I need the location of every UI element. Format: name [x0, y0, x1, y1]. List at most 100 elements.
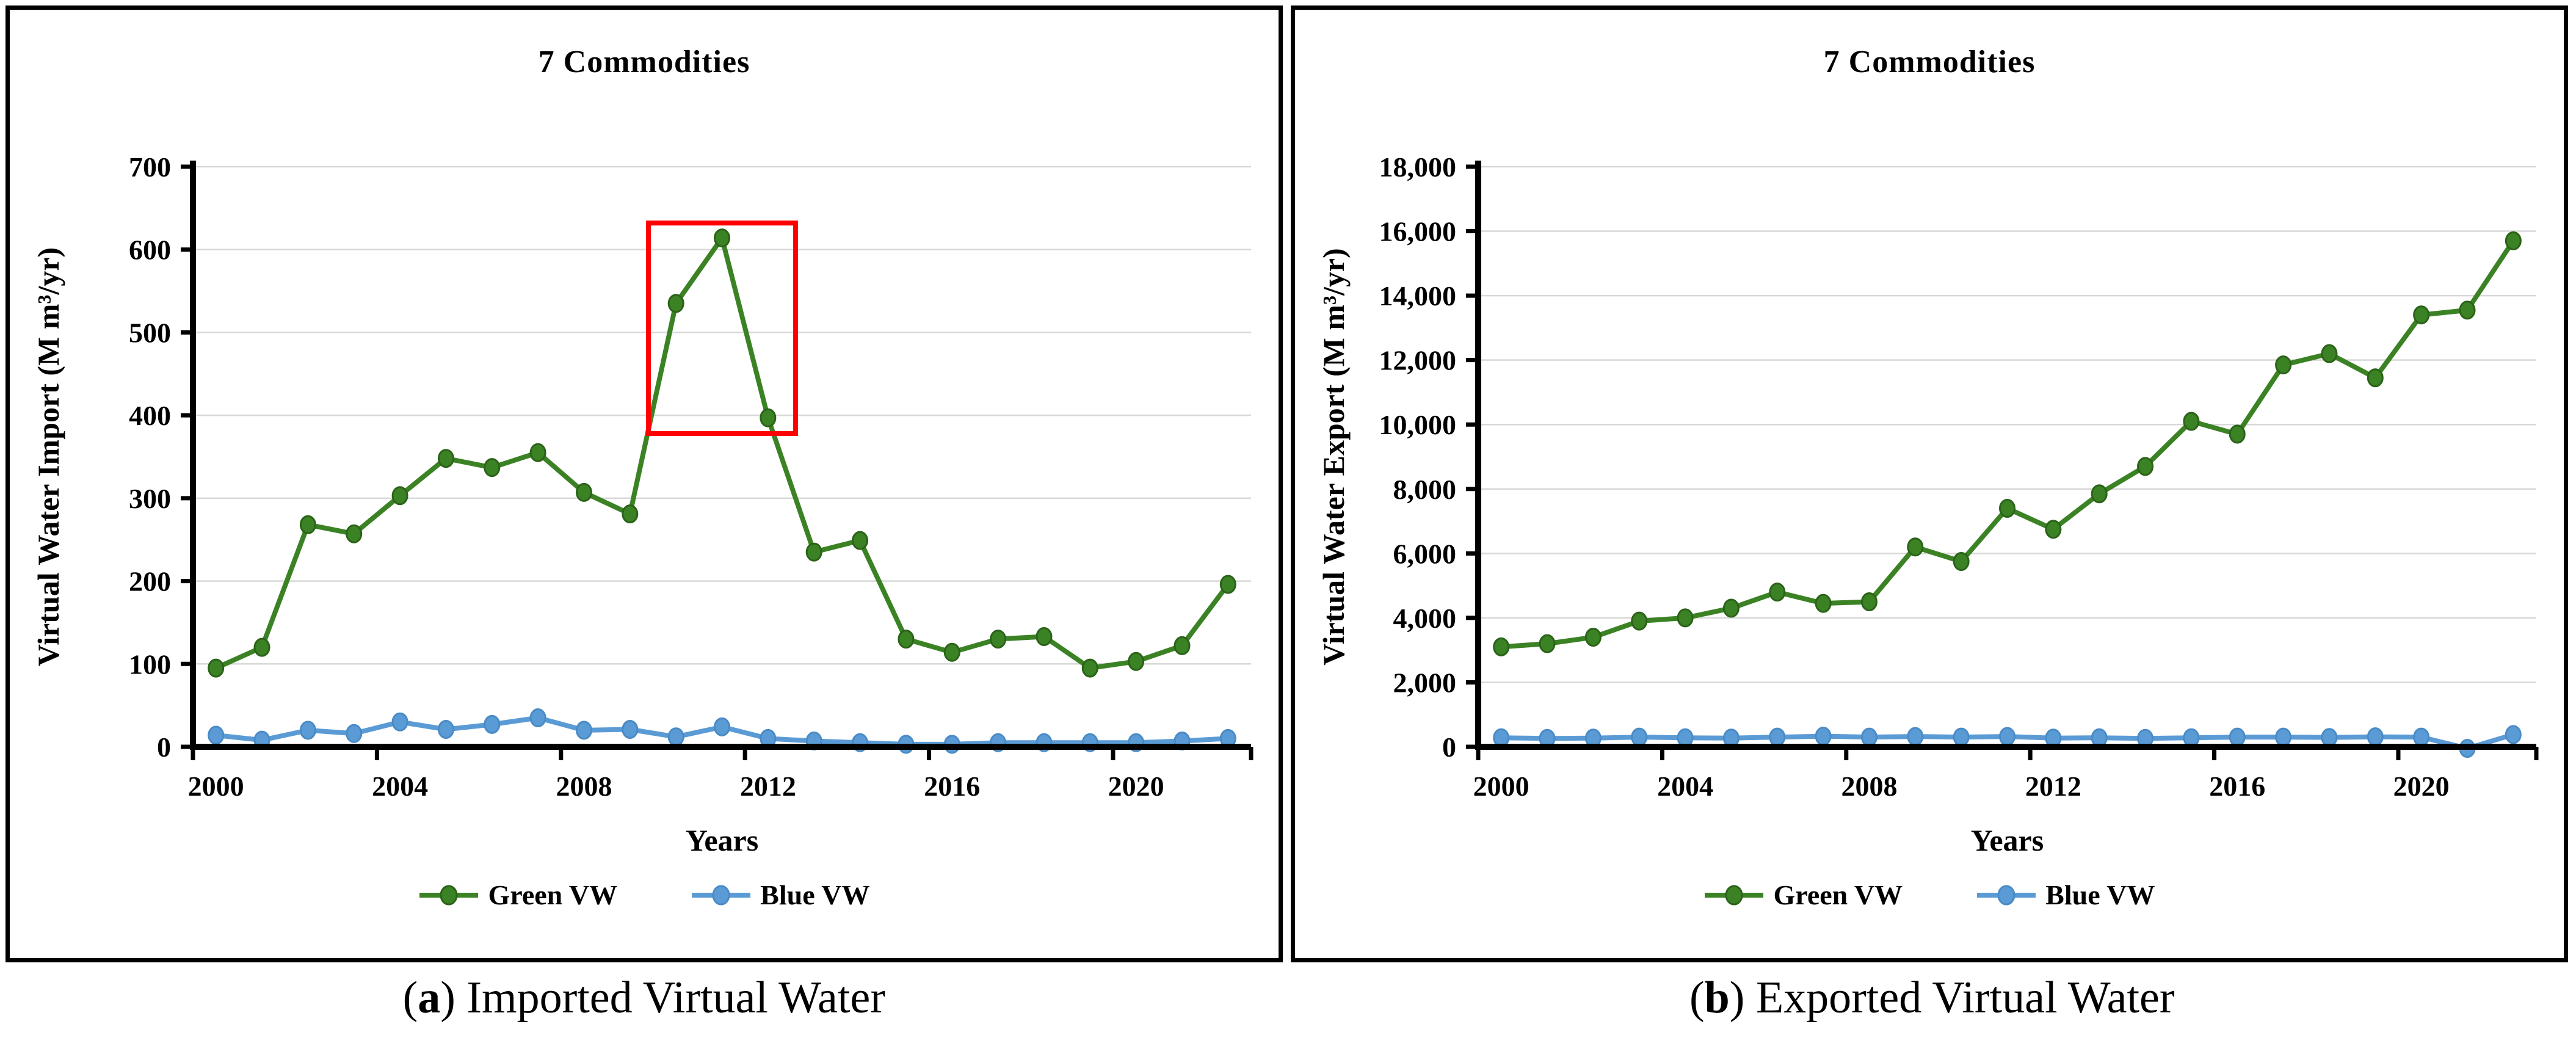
- data-point-green-vw: [1769, 583, 1786, 602]
- series-line-green-vw: [213, 235, 1231, 671]
- data-point-green-vw: [1953, 552, 1970, 572]
- data-point-green-vw: [622, 504, 639, 524]
- y-tick-label: 0: [1442, 732, 1456, 763]
- x-tick-label: 2012: [740, 771, 796, 802]
- caption-a: (a) Imported Virtual Water: [402, 973, 885, 1023]
- y-tick-label: 300: [129, 483, 171, 514]
- data-point-blue-vw: [1999, 727, 2015, 746]
- data-point-blue-vw: [391, 712, 408, 732]
- data-point-blue-vw: [2275, 727, 2292, 747]
- legend-label-blue: Blue VW: [760, 879, 870, 910]
- data-point-blue-vw: [437, 720, 454, 739]
- legend-label-blue: Blue VW: [2045, 879, 2155, 910]
- legend-label-green: Green VW: [1773, 879, 1903, 910]
- data-point-green-vw: [2321, 344, 2338, 363]
- data-point-green-vw: [2367, 368, 2384, 388]
- x-tick-label: 2008: [556, 771, 612, 802]
- data-point-green-vw: [299, 515, 316, 534]
- y-tick-label: 0: [157, 732, 171, 763]
- data-point-green-vw: [529, 443, 546, 462]
- data-point-green-vw: [1999, 498, 2015, 518]
- data-point-green-vw: [2183, 412, 2200, 431]
- legend-item-blue-vw: Blue VW: [691, 879, 870, 911]
- y-tick-label: 14,000: [1379, 280, 1457, 311]
- y-tick-label: 6,000: [1393, 538, 1457, 569]
- chart-title-b: 7 Commodities: [1823, 45, 2036, 79]
- y-axis-label: Virtual Water Export (M m³/yr): [1316, 248, 1351, 665]
- data-point-green-vw: [805, 542, 822, 562]
- x-tick-label: 2004: [372, 771, 428, 802]
- data-point-blue-vw: [208, 725, 225, 745]
- y-axis-label: Virtual Water Import (M m³/yr): [31, 247, 65, 666]
- data-point-green-vw: [1128, 652, 1145, 671]
- data-point-blue-vw: [2367, 727, 2384, 747]
- x-tick-label: 2004: [1657, 771, 1713, 802]
- legend-marker-green-icon: [419, 885, 479, 905]
- data-point-green-vw: [484, 458, 501, 478]
- y-tick-label: 400: [129, 400, 171, 431]
- data-point-green-vw: [575, 482, 592, 502]
- data-point-green-vw: [2275, 355, 2292, 375]
- chart-title-a: 7 Commodities: [538, 45, 750, 79]
- y-tick-label: 10,000: [1379, 409, 1457, 440]
- data-point-blue-vw: [2229, 727, 2246, 747]
- data-point-blue-vw: [1907, 727, 1924, 746]
- data-point-blue-vw: [2321, 728, 2338, 747]
- data-point-green-vw: [1631, 611, 1648, 631]
- y-tick-label: 18,000: [1379, 151, 1457, 183]
- data-point-green-vw: [208, 658, 225, 678]
- data-point-green-vw: [2045, 520, 2062, 539]
- legend-marker-green-icon: [1705, 885, 1764, 905]
- data-point-blue-vw: [346, 724, 363, 743]
- data-point-green-vw: [391, 486, 408, 506]
- data-point-blue-vw: [484, 714, 501, 734]
- data-point-blue-vw: [2413, 727, 2430, 747]
- x-tick-label: 2016: [2209, 771, 2265, 802]
- data-point-green-vw: [760, 408, 777, 427]
- legend-marker-blue-icon: [1977, 885, 2036, 905]
- data-point-blue-vw: [622, 720, 639, 739]
- data-point-green-vw: [253, 637, 270, 657]
- data-point-green-vw: [1219, 575, 1236, 594]
- data-point-green-vw: [1815, 594, 1832, 613]
- caption-b: (b) Exported Virtual Water: [1689, 973, 2175, 1023]
- x-tick-label: 2008: [1841, 771, 1897, 802]
- y-tick-label: 2,000: [1393, 667, 1457, 698]
- data-point-blue-vw: [1769, 727, 1786, 747]
- x-axis-label: Years: [1971, 823, 2044, 857]
- data-point-blue-vw: [1953, 727, 1970, 747]
- data-point-green-vw: [714, 228, 730, 248]
- data-point-green-vw: [1860, 592, 1878, 611]
- caption-row: (a) Imported Virtual Water (b) Exported …: [0, 962, 2576, 1024]
- y-tick-label: 700: [129, 151, 171, 183]
- data-point-green-vw: [2459, 300, 2476, 320]
- data-point-green-vw: [898, 630, 915, 649]
- data-point-green-vw: [1722, 598, 1740, 618]
- data-point-green-vw: [346, 524, 363, 543]
- data-point-green-vw: [2413, 305, 2430, 325]
- data-point-blue-vw: [575, 721, 592, 740]
- panel-row: 7 Commodities 0 100 200 300 400 500 600 700 2000…: [5, 5, 2568, 962]
- panel-b: 7 Commodities 0 2,000 4,000 6,000 8,000 10,00…: [1291, 5, 2568, 962]
- data-point-blue-vw: [1815, 727, 1832, 746]
- data-point-green-vw: [437, 449, 454, 468]
- data-point-blue-vw: [1631, 727, 1648, 747]
- data-point-green-vw: [943, 642, 960, 662]
- panel-a: 7 Commodities 0 100 200 300 400 500 600 700 2000…: [5, 5, 1283, 962]
- y-tick-label: 8,000: [1393, 474, 1457, 505]
- data-point-green-vw: [1677, 608, 1694, 628]
- data-point-blue-vw: [529, 708, 546, 727]
- series-line-green-vw: [1498, 238, 2516, 650]
- data-point-blue-vw: [2505, 725, 2522, 744]
- x-tick-label: 2000: [1473, 771, 1529, 802]
- legend-item-green-vw: Green VW: [418, 879, 617, 911]
- x-axis-label: Years: [686, 823, 758, 857]
- data-point-green-vw: [2229, 424, 2246, 444]
- data-point-green-vw: [2505, 231, 2522, 250]
- x-tick-label: 2016: [924, 771, 980, 802]
- y-tick-label: 100: [129, 648, 171, 680]
- data-point-blue-vw: [667, 727, 684, 747]
- x-tick-label: 2020: [1108, 771, 1164, 802]
- legend-marker-blue-icon: [692, 885, 751, 905]
